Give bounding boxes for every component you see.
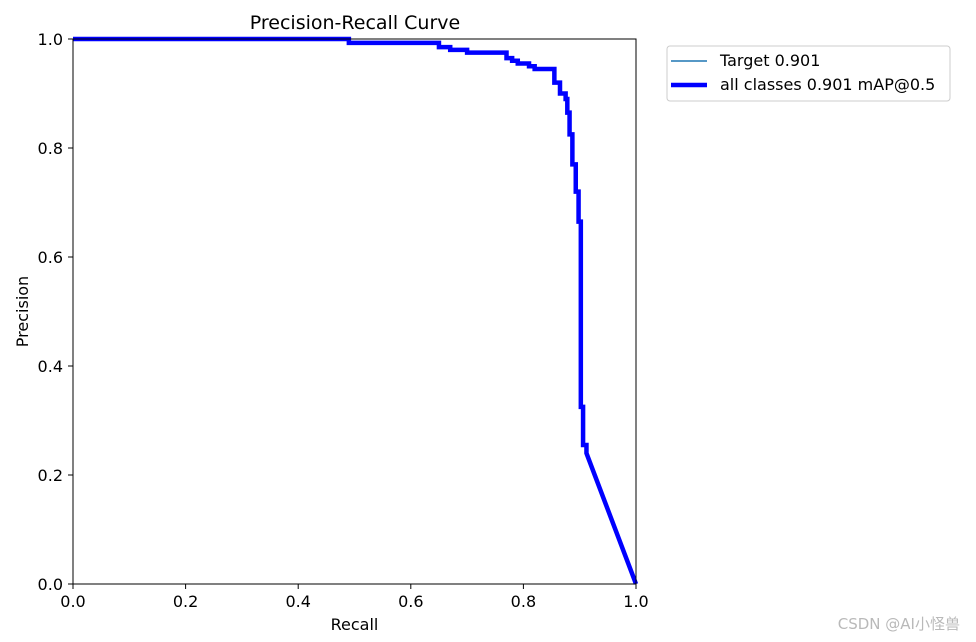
legend-frame [666, 45, 951, 102]
chart-title: Precision-Recall Curve [250, 12, 460, 34]
y-axis: 0.0 0.2 0.4 0.6 0.8 1.0 [38, 30, 73, 594]
series-line-1 [73, 36, 639, 585]
legend: Target 0.901 all classes 0.901 mAP@0.5 [666, 45, 951, 102]
watermark: CSDN @AI小怪兽 [837, 615, 960, 633]
x-tick-label: 0.8 [511, 592, 536, 611]
y-axis-label: Precision [13, 276, 32, 347]
y-tick-label: 0.4 [38, 357, 63, 376]
y-tick-label: 0.0 [38, 575, 63, 594]
legend-label-all-classes: all classes 0.901 mAP@0.5 [720, 75, 935, 94]
x-axis-label: Recall [331, 615, 379, 634]
x-tick-label: 0.2 [173, 592, 198, 611]
y-tick-label: 0.6 [38, 248, 63, 267]
y-tick-label: 0.8 [38, 139, 63, 158]
y-tick-label: 0.2 [38, 466, 63, 485]
legend-label-target: Target 0.901 [719, 51, 820, 70]
plot-frame [72, 38, 637, 585]
x-tick-label: 1.0 [623, 592, 648, 611]
plot-area [73, 36, 639, 585]
y-tick-label: 1.0 [38, 30, 63, 49]
x-tick-label: 0.6 [398, 592, 423, 611]
x-axis: 0.0 0.2 0.4 0.6 0.8 1.0 [60, 584, 649, 611]
x-tick-label: 0.4 [285, 592, 310, 611]
x-tick-label: 0.0 [60, 592, 85, 611]
